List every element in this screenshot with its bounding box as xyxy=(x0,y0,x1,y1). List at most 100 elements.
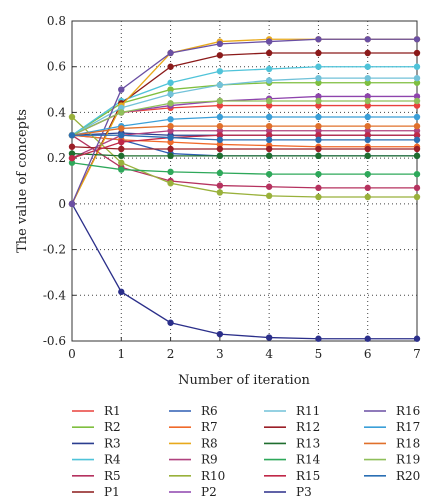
legend-item-r19: R19 xyxy=(364,453,420,467)
series-line-r9 xyxy=(71,130,417,159)
data-point-r20 xyxy=(315,136,322,144)
data-point-p1 xyxy=(413,49,421,57)
legend-label: R1 xyxy=(104,404,121,418)
data-point-r10 xyxy=(413,193,421,201)
data-point-r15 xyxy=(68,154,76,162)
series-line-r15 xyxy=(71,134,417,159)
data-point-r2 xyxy=(315,79,322,86)
legend-label: R2 xyxy=(104,420,121,434)
legend-item-r16: R16 xyxy=(364,404,420,418)
data-point-r5 xyxy=(413,184,421,192)
data-point-p3 xyxy=(167,319,174,326)
series-line-p3 xyxy=(71,203,417,340)
data-point-r18 xyxy=(216,122,224,130)
legend-item-r8: R8 xyxy=(169,436,218,450)
legend-item-r12: R12 xyxy=(264,420,320,434)
data-point-r16 xyxy=(68,200,76,208)
data-point-p1 xyxy=(167,63,174,70)
data-point-r15 xyxy=(216,132,224,139)
data-point-r16 xyxy=(265,38,273,45)
data-point-r12 xyxy=(68,143,76,150)
legend-label: R4 xyxy=(104,453,121,467)
x-tick-label: 2 xyxy=(167,347,175,361)
data-point-r7 xyxy=(167,138,174,146)
legend-item-p3: P3 xyxy=(264,485,312,499)
series-line-r10 xyxy=(71,116,417,198)
x-tick-label: 3 xyxy=(216,347,224,361)
series-r15 xyxy=(68,132,421,162)
x-tick-label: 4 xyxy=(265,347,273,361)
legend-item-r11: R11 xyxy=(264,404,320,418)
data-point-r19 xyxy=(364,97,371,105)
data-point-r14 xyxy=(216,169,224,177)
y-tick-label: 0 xyxy=(58,197,66,211)
data-point-r14 xyxy=(118,166,125,173)
legend-label: R19 xyxy=(396,453,420,467)
data-point-r14 xyxy=(413,170,421,178)
series-r14 xyxy=(68,159,421,178)
series-r16 xyxy=(68,36,421,208)
data-point-r5 xyxy=(216,182,224,189)
series-line-r12 xyxy=(71,146,417,150)
data-point-r4 xyxy=(216,68,224,75)
data-point-p2 xyxy=(413,93,421,100)
data-point-r15 xyxy=(265,132,273,139)
legend-label: R13 xyxy=(296,436,320,450)
x-tick-label: 7 xyxy=(413,347,421,361)
data-point-r4 xyxy=(265,65,273,73)
data-point-r10 xyxy=(364,193,371,201)
y-tick-label: -0.4 xyxy=(43,288,67,302)
data-point-r9 xyxy=(265,127,273,134)
x-tick-label: 5 xyxy=(315,347,323,361)
x-tick-label: 6 xyxy=(364,347,372,361)
data-point-p3 xyxy=(118,288,125,296)
legend-item-r20: R20 xyxy=(364,469,420,483)
data-point-r13 xyxy=(118,152,125,160)
data-point-r16 xyxy=(413,36,421,43)
data-point-r13 xyxy=(315,152,322,160)
series-line-r16 xyxy=(71,38,417,205)
legend-label: R15 xyxy=(296,469,320,483)
legend-label: R20 xyxy=(396,469,420,483)
legend-label: R3 xyxy=(104,436,121,450)
legend-item-r15: R15 xyxy=(264,469,320,483)
data-point-r9 xyxy=(167,127,174,134)
data-point-r13 xyxy=(216,152,224,160)
legend-item-r2: R2 xyxy=(72,420,121,434)
legend-item-r6: R6 xyxy=(169,404,218,418)
data-point-r10 xyxy=(265,192,273,200)
legend-item-r18: R18 xyxy=(364,436,420,450)
data-point-r12 xyxy=(265,145,273,153)
data-point-p3 xyxy=(413,335,421,342)
data-point-r18 xyxy=(118,125,125,132)
y-tick-label: -0.2 xyxy=(43,243,66,257)
legend-item-r1: R1 xyxy=(72,404,121,418)
data-point-r20 xyxy=(216,136,224,144)
y-tick-label: 0.2 xyxy=(47,151,66,165)
data-point-r12 xyxy=(167,145,174,153)
legend-item-r4: R4 xyxy=(72,453,121,467)
data-point-r14 xyxy=(265,170,273,178)
data-point-r16 xyxy=(216,40,224,48)
data-point-r20 xyxy=(265,136,273,144)
data-point-r2 xyxy=(167,86,174,93)
data-point-r18 xyxy=(315,122,322,130)
legend-item-r3: R3 xyxy=(72,436,121,450)
data-point-r9 xyxy=(216,127,224,134)
legend-label: R17 xyxy=(396,420,420,434)
y-tick-label: -0.6 xyxy=(43,334,66,348)
data-point-r5 xyxy=(364,184,371,192)
legend-label: R10 xyxy=(201,469,225,483)
legend-label: P3 xyxy=(296,485,312,499)
data-point-r18 xyxy=(413,122,421,130)
series-line-r2 xyxy=(71,82,417,136)
data-point-r10 xyxy=(315,193,322,201)
data-point-r11 xyxy=(315,74,322,82)
data-point-r11 xyxy=(216,81,224,89)
series-r13 xyxy=(68,150,421,160)
data-point-r4 xyxy=(364,63,371,70)
legend-label: R18 xyxy=(396,436,420,450)
data-point-r12 xyxy=(216,145,224,153)
data-point-r17 xyxy=(216,113,224,121)
